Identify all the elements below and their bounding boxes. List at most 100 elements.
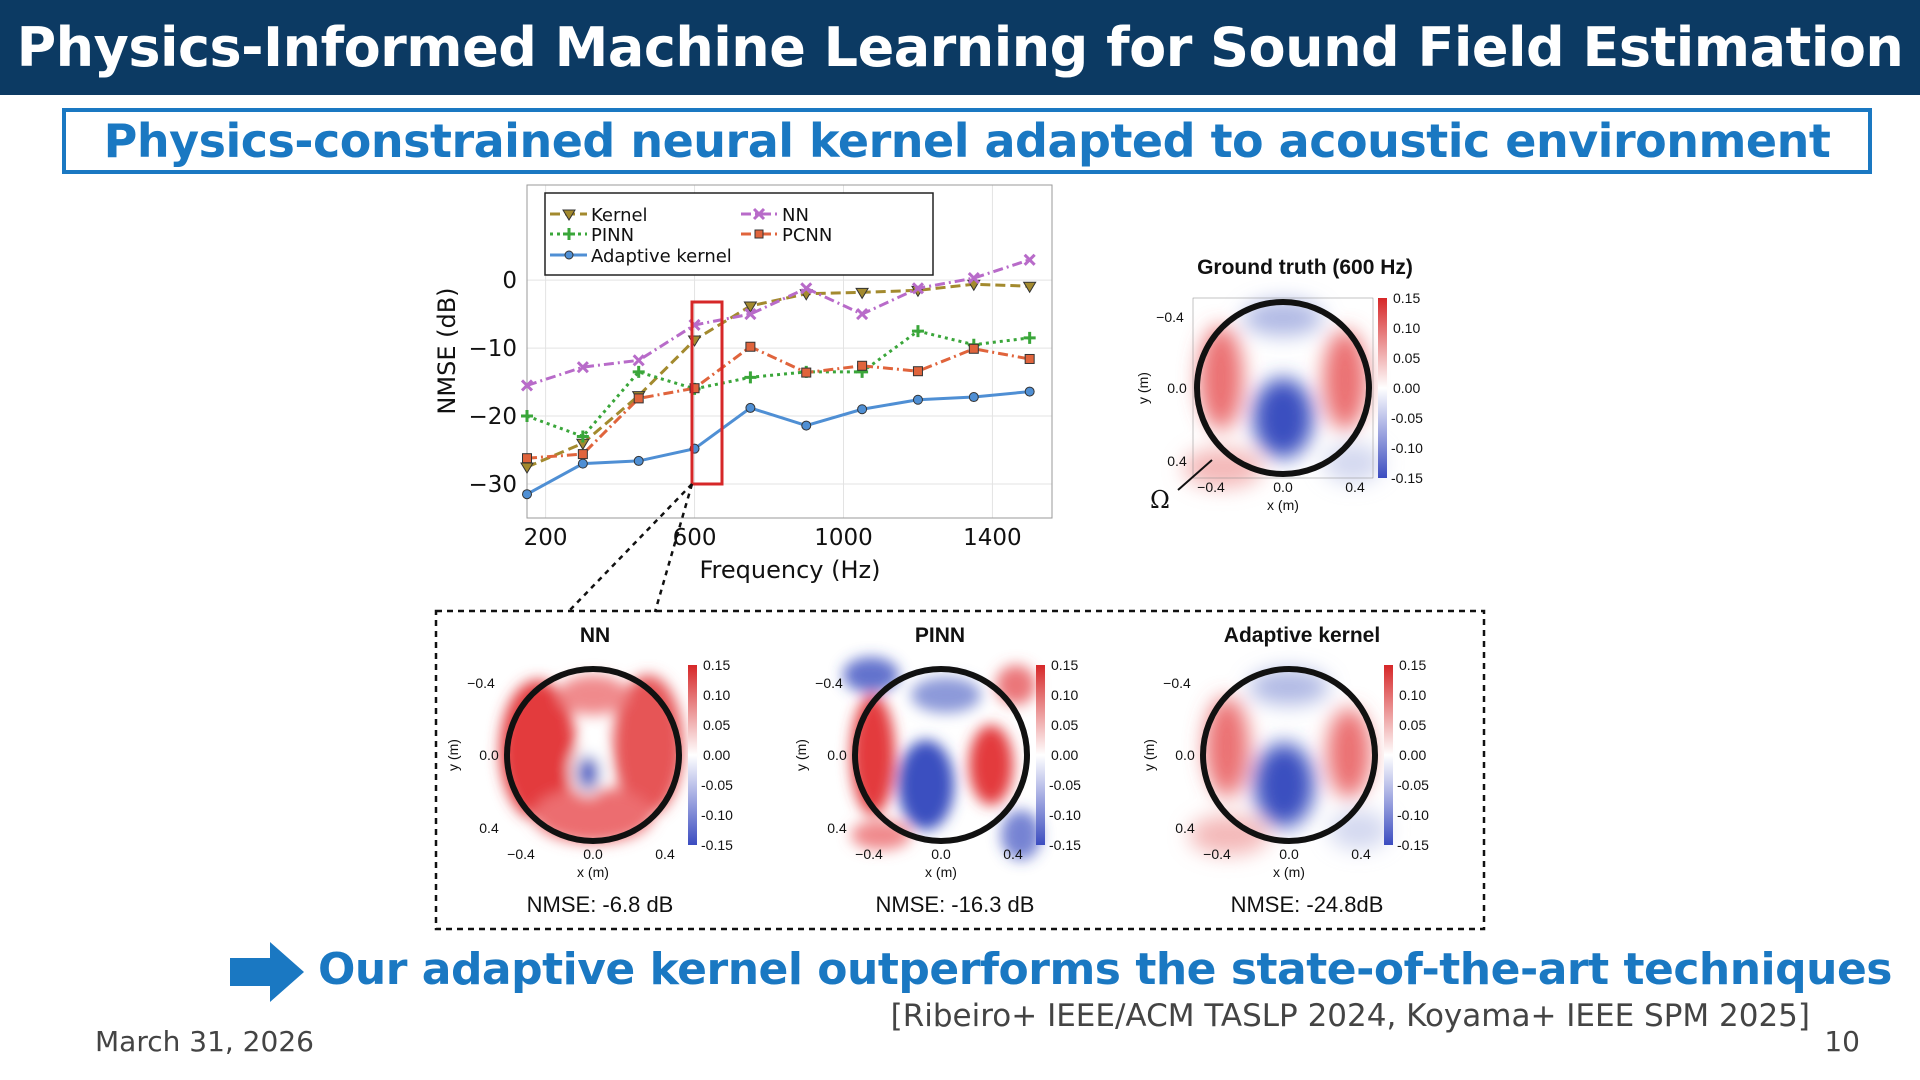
nn-panel: NN −0.4 0.0 0.4 −0.4 0.0 0.4 x (m) y (m)…: [445, 624, 733, 917]
gt-xtick-2: 0.4: [1345, 479, 1365, 495]
pinn-panel: PINN −0.4 0.0 0.4 −0.4 0.0 0.4 x (m) y (…: [793, 624, 1081, 917]
data-point-pinn: [1023, 331, 1036, 344]
nn-title: NN: [580, 624, 610, 647]
data-point-adaptive-kernel: [1024, 386, 1035, 397]
pinn-cbar-tick-3: 0.00: [1051, 747, 1078, 763]
pinn-cbar-tick-1: 0.10: [1051, 687, 1078, 703]
data-point-pcnn: [522, 453, 532, 464]
gt-cbar-tick-6: -0.15: [1391, 470, 1423, 486]
nn-xtick-0: −0.4: [507, 846, 535, 862]
nn-ytick-0: −0.4: [467, 675, 495, 691]
pinn-cbar-tick-2: 0.05: [1051, 717, 1078, 733]
ak-ytick-0: −0.4: [1163, 675, 1191, 691]
gt-ytick-1: 0.0: [1167, 380, 1187, 396]
data-point-adaptive-kernel: [633, 455, 644, 466]
ak-cbar-tick-0: 0.15: [1399, 657, 1426, 673]
data-point-kernel: [687, 335, 702, 347]
y-tick-label: −20: [468, 404, 517, 430]
gt-cbar-tick-5: -0.10: [1391, 440, 1423, 456]
nn-cbar-tick-6: -0.15: [701, 837, 733, 853]
gt-ylabel: y (m): [1135, 372, 1151, 404]
nn-xtick-2: 0.4: [655, 846, 675, 862]
nn-heatmap: [500, 665, 683, 845]
plot-frame: [526, 184, 1053, 519]
series-group: [520, 253, 1037, 500]
x-axis-label: Frequency (Hz): [700, 556, 881, 584]
ak-ytick-2: 0.4: [1175, 820, 1195, 836]
data-point-nn: [856, 308, 869, 321]
pinn-xtick-1: 0.0: [931, 846, 951, 862]
ak-cbar-tick-2: 0.05: [1399, 717, 1426, 733]
page-number: 10: [1824, 1025, 1860, 1058]
ak-ylabel: y (m): [1141, 739, 1157, 771]
data-point-pinn: [521, 410, 533, 423]
data-point-pcnn: [633, 393, 644, 404]
data-point-adaptive-kernel: [968, 392, 979, 403]
adaptive-heatmap: [1189, 665, 1389, 855]
right-arrow-icon: [230, 942, 304, 1002]
data-point-nn: [576, 361, 589, 374]
ak-xlabel: x (m): [1273, 864, 1305, 880]
ak-cbar-tick-6: -0.15: [1397, 837, 1429, 853]
ground-truth-heatmap: [1183, 297, 1383, 488]
pinn-cbar-tick-4: -0.05: [1049, 777, 1081, 793]
legend-entry-adaptive: Adaptive kernel: [550, 246, 732, 267]
nn-ylabel: y (m): [445, 739, 461, 771]
highlight-box-600hz: [690, 300, 724, 486]
conclusion-text: Our adaptive kernel outperforms the stat…: [318, 944, 1892, 995]
data-point-kernel: [1022, 281, 1037, 294]
ak-cbar-tick-3: 0.00: [1399, 747, 1426, 763]
data-point-kernel: [520, 462, 534, 475]
data-point-adaptive-kernel: [801, 420, 812, 431]
nn-ytick-2: 0.4: [479, 820, 499, 836]
gt-ytick-2: 0.4: [1167, 453, 1187, 469]
nn-nmse: NMSE: -6.8 dB: [527, 892, 674, 917]
y-axis-label: NMSE (dB): [433, 287, 461, 414]
subtitle-box: Physics-constrained neural kernel adapte…: [62, 108, 1872, 174]
legend-entry-pinn: PINN: [550, 225, 634, 246]
data-point-adaptive-kernel: [577, 458, 588, 469]
gt-xlabel: x (m): [1267, 497, 1299, 513]
data-point-pinn: [576, 430, 589, 443]
gt-cbar-tick-2: 0.05: [1393, 350, 1420, 366]
x-tick-label: 200: [524, 525, 568, 551]
y-ticks: 0 −10 −20 −30: [468, 268, 517, 498]
pinn-cbar-tick-0: 0.15: [1051, 657, 1078, 673]
nn-cbar-tick-0: 0.15: [703, 657, 730, 673]
ak-cbar-tick-5: -0.10: [1397, 807, 1429, 823]
data-point-kernel: [855, 287, 869, 300]
slide-title: Physics-Informed Machine Learning for So…: [16, 16, 1904, 79]
ground-truth-panel: Ground truth (600 Hz) −0.4 0.0 0.4 −0.4 …: [1135, 256, 1423, 514]
pinn-ytick-0: −0.4: [815, 675, 843, 691]
series-line-pinn: [526, 329, 1030, 439]
data-point-nn: [632, 354, 645, 367]
x-tick-label: 1400: [963, 525, 1022, 551]
pinn-cbar-tick-5: -0.10: [1049, 807, 1081, 823]
ak-xtick-0: −0.4: [1203, 846, 1231, 862]
nn-cbar-tick-5: -0.10: [701, 807, 733, 823]
gt-cbar-tick-4: -0.05: [1391, 410, 1423, 426]
nn-colorbar: [688, 665, 697, 845]
data-point-nn: [911, 282, 925, 295]
data-point-adaptive-kernel: [857, 404, 868, 415]
nn-cbar-tick-3: 0.00: [703, 747, 730, 763]
data-point-adaptive-kernel: [522, 489, 532, 500]
data-point-pcnn: [1024, 353, 1035, 364]
data-point-kernel: [743, 301, 758, 313]
ak-xtick-1: 0.0: [1279, 846, 1299, 862]
adaptive-kernel-panel: Adaptive kernel −0.4 0.0 0.4 −0.4 0.0 0.…: [1141, 624, 1429, 917]
nn-cbar-tick-4: -0.05: [701, 777, 733, 793]
y-tick-label: −10: [468, 336, 517, 362]
data-point-pinn: [911, 325, 924, 338]
gt-ytick-0: −0.4: [1156, 309, 1184, 325]
data-point-nn: [800, 282, 813, 295]
nn-xtick-1: 0.0: [583, 846, 603, 862]
ak-cbar-tick-1: 0.10: [1399, 687, 1426, 703]
data-point-pcnn: [857, 360, 868, 371]
conclusion-row: Our adaptive kernel outperforms the stat…: [230, 940, 1892, 1002]
data-point-nn: [967, 272, 980, 285]
footer-date: March 31, 2026: [95, 1025, 314, 1058]
pinn-title: PINN: [915, 624, 965, 647]
data-point-pinn: [632, 365, 645, 378]
